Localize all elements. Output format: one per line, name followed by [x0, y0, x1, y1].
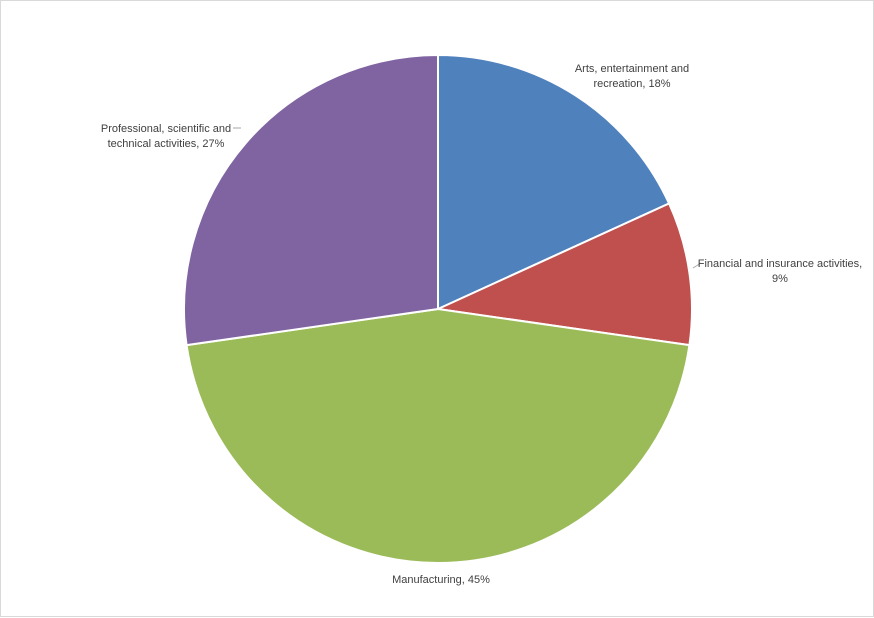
data-label-line: Manufacturing, 45% — [392, 574, 490, 586]
leader-line-financial — [692, 262, 702, 269]
data-label-arts: Arts, entertainment and recreation, 18% — [575, 63, 689, 90]
data-label-line: Arts, entertainment and — [575, 63, 689, 75]
pie-slice-professional — [183, 53, 439, 347]
data-label-manufacturing: Manufacturing, 45% — [392, 574, 490, 586]
data-label-line: recreation, 18% — [593, 78, 670, 90]
pie-slice-arts — [437, 53, 671, 311]
data-label-line: Financial and insurance activities, — [698, 258, 862, 270]
data-label-line: 9% — [772, 273, 788, 285]
data-label-line: Professional, scientific and — [101, 123, 231, 135]
data-label-financial: Financial and insurance activities, 9% — [698, 258, 862, 285]
pie-slice-financial — [434, 202, 693, 347]
data-label-line: technical activities, 27% — [108, 138, 225, 150]
data-label-professional: Professional, scientific and technical ac… — [101, 123, 231, 150]
pie-slice-manufacturing — [185, 307, 691, 564]
